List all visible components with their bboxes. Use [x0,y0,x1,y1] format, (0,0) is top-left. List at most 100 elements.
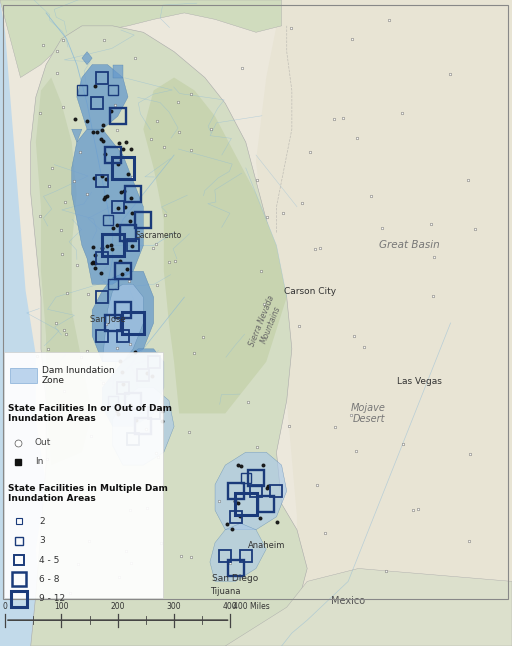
Point [128,208,136,218]
Point [47,376,55,386]
Point [160,141,168,152]
Point [427,219,435,229]
Point [71,113,79,123]
Point [119,143,127,154]
Point [152,238,160,249]
Point [66,589,74,599]
Point [119,379,127,389]
Point [125,275,133,286]
Point [106,107,115,117]
Text: In: In [35,457,43,466]
Point [91,262,99,273]
Text: State Facilities in Multiple Dam
Inundation Areas: State Facilities in Multiple Dam Inundat… [8,484,168,503]
Point [253,174,261,185]
Polygon shape [256,0,512,646]
Point [101,319,110,329]
Point [128,172,136,182]
Point [259,459,267,470]
Point [429,291,437,301]
Point [113,125,121,135]
Point [234,497,242,508]
Point [287,23,295,34]
Point [89,242,97,253]
Text: 400 Miles: 400 Miles [233,601,270,610]
Point [100,34,109,45]
Point [147,371,156,381]
Point [84,289,92,299]
Point [113,343,121,353]
Point [124,169,132,179]
Point [430,251,438,262]
Point [253,442,261,452]
Point [471,224,479,234]
Point [131,346,139,357]
Polygon shape [31,26,307,646]
Polygon shape [77,65,128,129]
Point [310,244,318,255]
Point [60,386,68,397]
Point [101,192,110,202]
Point [116,256,124,266]
Point [97,134,105,144]
Polygon shape [0,0,282,78]
Point [234,460,242,470]
Point [120,236,128,247]
Point [93,127,101,137]
Point [99,378,107,388]
Point [89,127,97,137]
Point [86,536,94,547]
Point [98,125,106,135]
Polygon shape [36,78,92,465]
Point [231,495,240,506]
Point [70,176,78,186]
Bar [10,368,37,383]
Text: Out: Out [35,438,51,447]
Text: Dam Inundation
Zone: Dam Inundation Zone [42,366,115,385]
Point [120,185,128,196]
Text: Great Basin: Great Basin [379,240,440,251]
Point [367,191,375,202]
Point [353,132,361,143]
Point [122,137,130,147]
Point [59,101,67,112]
Point [199,332,207,342]
Point [102,174,111,184]
Point [263,483,271,493]
Text: 400: 400 [223,601,238,610]
Polygon shape [225,568,512,646]
Point [185,426,194,437]
Point [177,551,185,561]
Point [33,351,41,361]
Polygon shape [215,452,287,530]
Polygon shape [72,129,143,284]
Point [131,53,139,63]
Point [255,514,264,524]
Text: Sierra Nevada
Mountains: Sierra Nevada Mountains [247,295,285,351]
Point [347,410,355,421]
Point [99,136,107,146]
Point [350,331,358,341]
Point [114,160,122,170]
Polygon shape [72,129,82,142]
Text: Tijuana: Tijuana [210,587,241,596]
Point [297,198,306,209]
Point [103,191,111,201]
Point [215,495,223,506]
Polygon shape [143,78,287,413]
Point [463,175,472,185]
Point [127,241,136,251]
Point [152,404,160,414]
Point [257,266,265,276]
Point [279,207,287,218]
Point [446,68,455,79]
Bar [4,352,163,598]
Point [99,120,107,130]
Point [295,320,303,331]
Point [44,344,52,354]
Point [143,368,151,378]
Point [126,505,134,516]
Point [115,138,123,148]
Point [83,189,91,199]
Text: State Facilities In or Out of Dam
Inundation Areas: State Facilities In or Out of Dam Inunda… [8,404,172,423]
Polygon shape [0,0,46,646]
